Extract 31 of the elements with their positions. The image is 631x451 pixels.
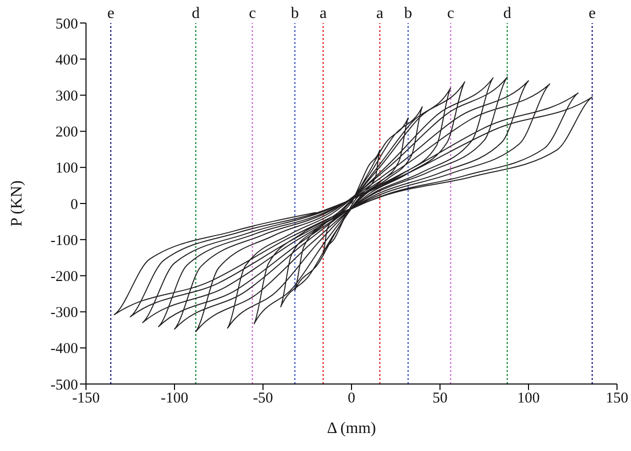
ref-line-label: b (290, 5, 299, 22)
x-tick-label: -100 (160, 390, 188, 407)
x-tick-label: 150 (606, 390, 628, 407)
x-tick-label: -150 (72, 390, 100, 407)
ref-line-label: a (320, 5, 327, 22)
ref-line-label: b (404, 5, 412, 22)
ref-line-label: e (107, 5, 114, 22)
y-tick-label: -200 (50, 269, 78, 286)
y-tick-label: -400 (50, 341, 78, 358)
ref-line-label: a (376, 5, 384, 22)
y-tick-label: 400 (56, 52, 78, 68)
ref-line-label: c (248, 5, 256, 22)
y-tick-label: 300 (56, 88, 78, 105)
x-axis-title: Δ (mm) (327, 420, 376, 437)
y-axis-title: P (KN) (8, 180, 26, 227)
line-series (114, 76, 593, 332)
ref-line-label: c (447, 5, 454, 22)
x-tick-label: 0 (348, 390, 356, 407)
y-tick-label: 200 (56, 124, 78, 141)
x-tick-label: 50 (432, 390, 448, 407)
y-tick-label: -500 (50, 377, 78, 394)
ref-line-label: d (192, 5, 200, 22)
y-tick-label: -100 (50, 232, 78, 249)
ref-line-label: d (503, 5, 512, 22)
y-tick-label: 100 (56, 160, 78, 177)
x-tick-label: 100 (517, 390, 540, 407)
y-tick-label: 0 (70, 196, 78, 213)
y-tick-label: -300 (50, 305, 78, 322)
ref-line-label: e (588, 5, 596, 22)
x-tick-label: -50 (253, 390, 273, 407)
y-tick-label: 500 (56, 16, 78, 32)
